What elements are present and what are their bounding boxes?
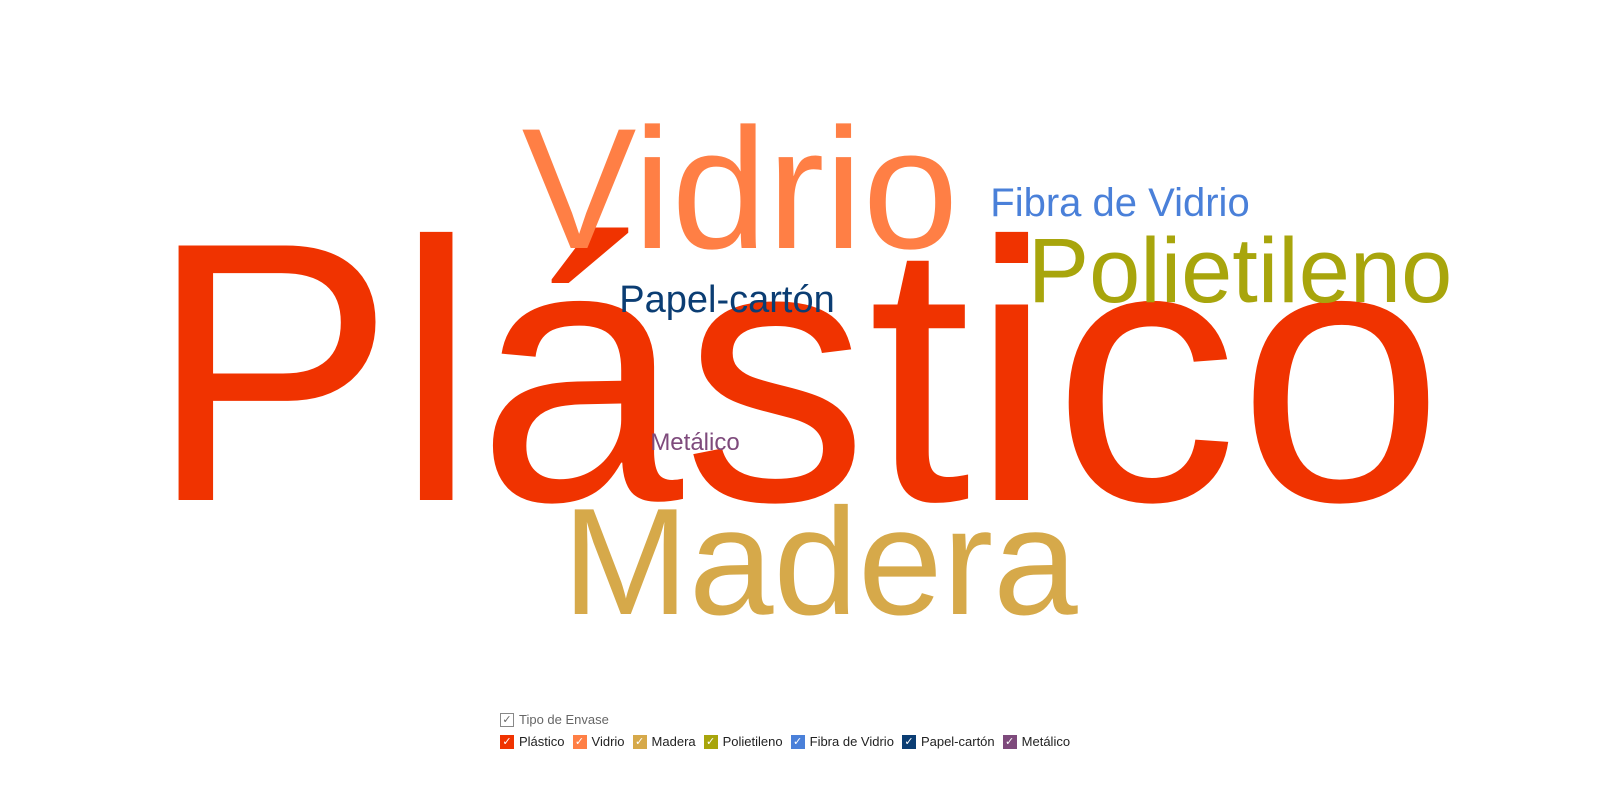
legend-item-label: Madera bbox=[651, 734, 696, 749]
cloud-word-2[interactable]: Vidrio bbox=[522, 93, 959, 285]
legend-title: Tipo de Envase bbox=[519, 712, 609, 727]
cloud-word-5[interactable]: Fibra de Vidrio bbox=[990, 181, 1249, 225]
legend-item-label: Polietileno bbox=[722, 734, 783, 749]
legend-item-label: Metálico bbox=[1021, 734, 1071, 749]
cloud-word-1[interactable]: Plástico bbox=[148, 166, 1444, 579]
legend-item-plastico[interactable]: ✓ Plástico bbox=[500, 734, 565, 749]
cloud-word-6[interactable]: Papel-cartón bbox=[619, 279, 834, 321]
legend-title-checkbox[interactable]: ✓ bbox=[500, 712, 514, 727]
legend-item-label: Fibra de Vidrio bbox=[809, 734, 894, 749]
legend-checkbox[interactable]: ✓ bbox=[500, 734, 514, 749]
legend-checkbox[interactable]: ✓ bbox=[790, 734, 805, 749]
legend-item-fibra-de-vidrio[interactable]: ✓ Fibra de Vidrio bbox=[790, 734, 894, 749]
legend-checkbox[interactable]: ✓ bbox=[632, 734, 647, 749]
legend-items: ✓ Plástico ✓ Vidrio ✓ Madera ✓ Polietile… bbox=[500, 734, 1078, 749]
legend-checkbox[interactable]: ✓ bbox=[572, 734, 587, 749]
legend-item-papel-carton[interactable]: ✓ Papel-cartón bbox=[901, 734, 995, 749]
legend-item-label: Vidrio bbox=[591, 734, 625, 749]
legend-item-vidrio[interactable]: ✓ Vidrio bbox=[572, 734, 625, 749]
legend-item-polietileno[interactable]: ✓ Polietileno bbox=[703, 734, 783, 749]
cloud-word-4[interactable]: Polietileno bbox=[1028, 220, 1453, 322]
legend-checkbox[interactable]: ✓ bbox=[901, 734, 916, 749]
legend-checkbox[interactable]: ✓ bbox=[1002, 734, 1017, 749]
legend-item-label: Plástico bbox=[519, 734, 565, 749]
cloud-word-7[interactable]: Metálico bbox=[650, 429, 739, 456]
legend-item-label: Papel-cartón bbox=[920, 734, 995, 749]
legend-item-madera[interactable]: ✓ Madera bbox=[632, 734, 696, 749]
legend-checkbox[interactable]: ✓ bbox=[703, 734, 718, 749]
cloud-word-3[interactable]: Madera bbox=[562, 477, 1078, 647]
legend-item-metalico[interactable]: ✓ Metálico bbox=[1002, 734, 1071, 749]
legend-title-toggle[interactable]: ✓ Tipo de Envase bbox=[500, 712, 1078, 727]
legend: ✓ Tipo de Envase ✓ Plástico ✓ Vidrio ✓ M… bbox=[500, 712, 1078, 749]
